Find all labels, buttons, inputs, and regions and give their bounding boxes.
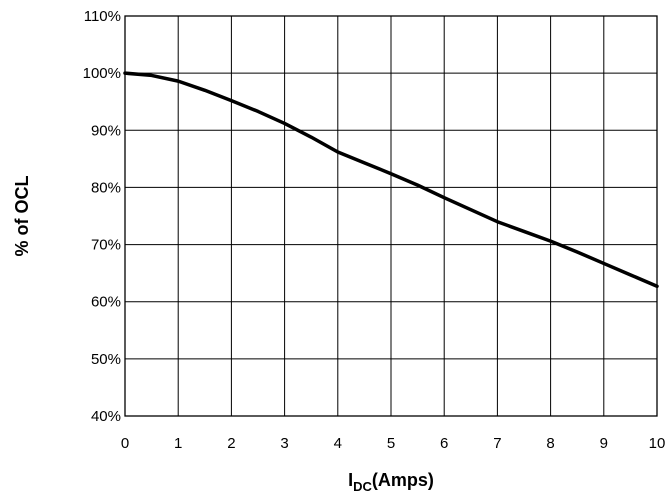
x-tick-label: 5 <box>387 435 395 452</box>
x-axis-title-subscript: DC <box>353 479 372 494</box>
y-tick-label: 40% <box>91 408 121 425</box>
y-tick-label: 110% <box>84 8 121 25</box>
y-tick-label: 60% <box>91 294 121 311</box>
y-tick-label: 80% <box>91 179 121 196</box>
plot-area-frame <box>124 15 658 417</box>
x-tick-label: 3 <box>280 435 288 452</box>
x-tick-label: 2 <box>227 435 235 452</box>
x-tick-label: 9 <box>600 435 608 452</box>
x-tick-label: 6 <box>440 435 448 452</box>
x-tick-label: 0 <box>121 435 129 452</box>
x-axis-title-rest: (Amps) <box>372 470 434 490</box>
y-tick-label: 70% <box>91 237 121 254</box>
series-layer <box>123 71 659 289</box>
y-axis-title: % of OCL <box>12 176 32 257</box>
x-tick-label: 1 <box>174 435 182 452</box>
tick-labels: 0 1 2 3 4 5 6 7 8 9 10 40% 50% 60% 70% 80% 90% 100% 110% <box>83 8 666 452</box>
x-tick-label: 7 <box>493 435 501 452</box>
y-tick-label: 90% <box>91 122 121 139</box>
x-axis-title-main: I <box>348 470 353 490</box>
x-tick-label: 10 <box>649 435 666 452</box>
y-tick-label: 50% <box>91 351 121 368</box>
grid-lines <box>124 15 658 417</box>
x-tick-label: 4 <box>334 435 342 452</box>
x-tick-label: 8 <box>546 435 554 452</box>
series-line <box>123 71 659 289</box>
x-axis-title: IDC(Amps) <box>348 470 434 494</box>
y-tick-label: 100% <box>83 65 121 82</box>
